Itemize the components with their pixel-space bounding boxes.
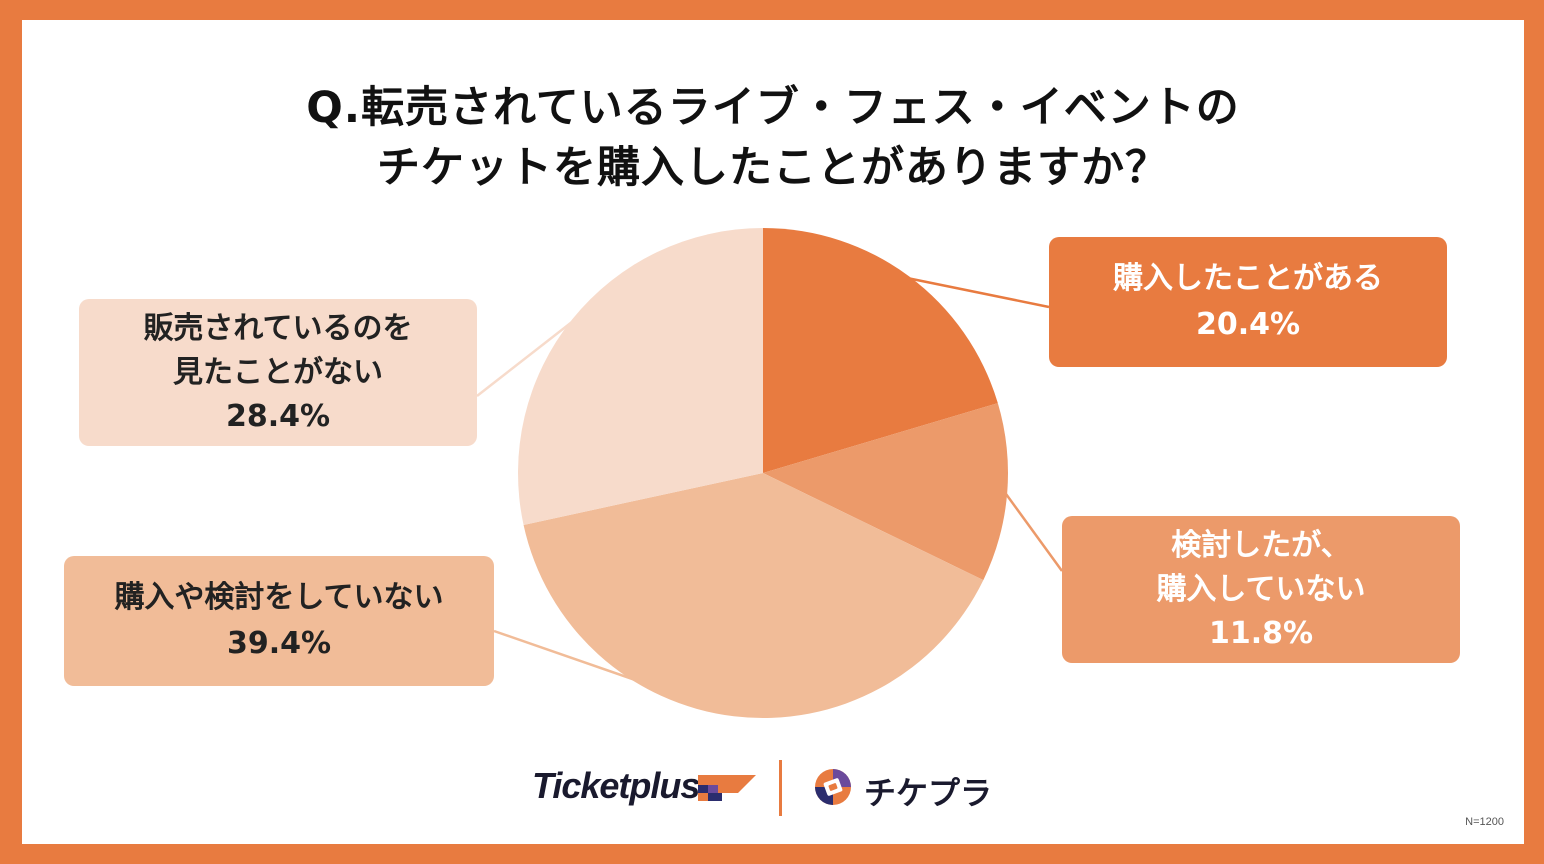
label-text: 購入したことがある [1113, 261, 1383, 296]
label-text: 購入していない [1156, 571, 1366, 607]
sample-size-note: N=1200 [1465, 816, 1504, 828]
label-text: 見たことがない [173, 354, 383, 390]
leader-line [908, 276, 1050, 309]
slice-considered-not-purchased [763, 403, 1008, 581]
label-text: 購入や検討をしていない [114, 580, 444, 615]
footer-logos: Ticketplus チケプラ [22, 760, 1524, 830]
title-line-1: Q.転売されているライブ・フェス・イベントの [306, 83, 1240, 133]
label-value: 11.8% [1208, 615, 1314, 651]
chart-title: Q.転売されているライブ・フェス・イベントの チケットを購入したことがありますか… [22, 78, 1524, 198]
label-box-never-seen: 販売されているのを 見たことがない 28.4% [79, 299, 477, 446]
slice-never-seen [518, 228, 763, 525]
label-box-purchased: 購入したことがある 20.4% [1049, 237, 1447, 367]
slice-purchased [763, 228, 998, 473]
label-box-not-purchased-or-considered: 購入や検討をしていない 39.4% [64, 556, 494, 686]
label-value: 20.4% [1195, 307, 1301, 342]
label-value: 28.4% [225, 398, 331, 434]
title-line-2: チケットを購入したことがありますか？ [377, 143, 1169, 193]
label-box-considered-not-purchased: 検討したが、 購入していない 11.8% [1062, 516, 1460, 663]
logo-divider [779, 760, 782, 816]
slice-not-purchased-or-considered [523, 473, 984, 718]
leader-line [476, 319, 575, 397]
label-value: 39.4% [226, 626, 332, 661]
slide: Q.転売されているライブ・フェス・イベントの チケットを購入したことがありますか… [22, 20, 1524, 844]
label-text: 販売されているのを [143, 310, 413, 346]
label-text: 検討したが、 [1171, 527, 1351, 563]
chikepura-logo: チケプラ [864, 774, 993, 812]
ticketplus-logo: Ticketplus [532, 765, 700, 806]
chikepura-ticket-icon [815, 769, 851, 805]
pie-chart [476, 228, 1064, 718]
leader-line [1004, 492, 1064, 572]
ticketplus-flag-icon [698, 775, 756, 801]
